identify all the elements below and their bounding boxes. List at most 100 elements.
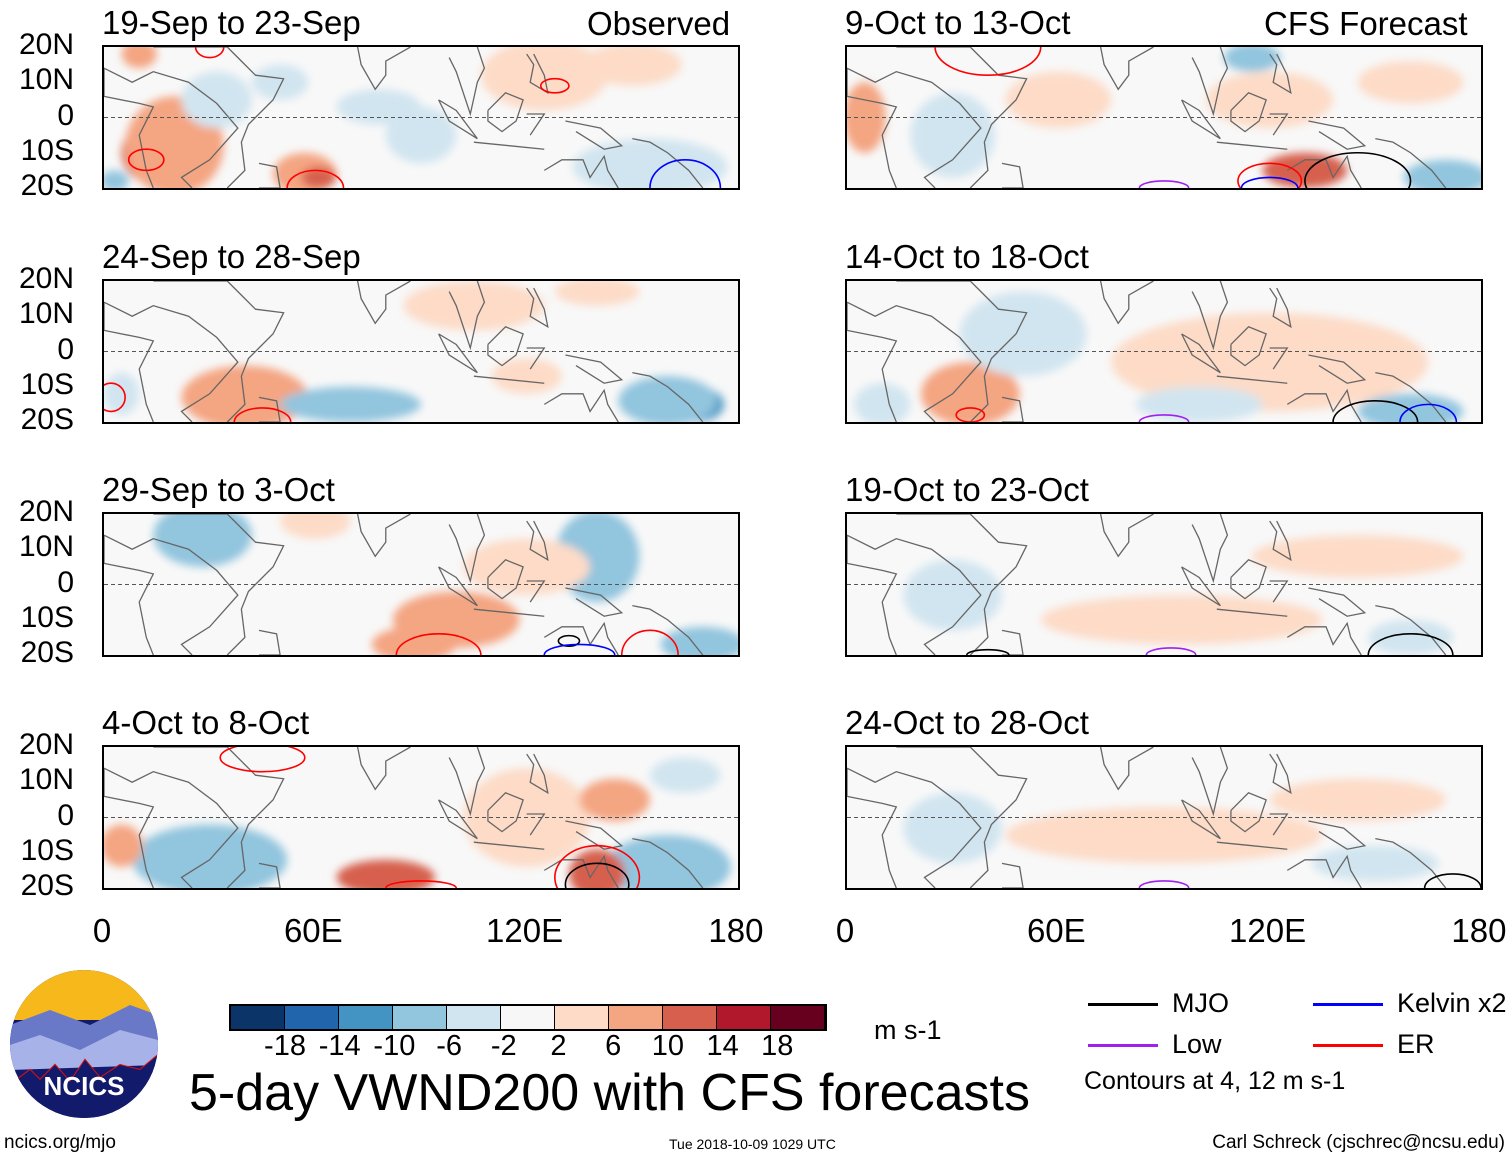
anomaly-shading	[104, 824, 143, 867]
coastline	[104, 302, 238, 422]
coastline	[474, 376, 544, 383]
anomaly-shading	[181, 365, 309, 422]
coastline	[1101, 747, 1154, 789]
coastline	[847, 68, 896, 188]
y-tick-label: 20S	[20, 636, 74, 669]
wave-contour	[396, 634, 481, 655]
coastline	[1101, 514, 1154, 556]
colorbar-swatch	[339, 1006, 393, 1029]
coastline	[488, 327, 523, 366]
coastline	[1192, 747, 1227, 814]
y-tick-label: 0	[57, 98, 74, 132]
coastline	[1231, 327, 1266, 366]
legend-line-er	[1313, 1044, 1383, 1047]
anomaly-shading	[649, 757, 721, 793]
colorbar-swatch	[663, 1006, 717, 1029]
anomaly-shading	[181, 71, 252, 129]
colorbar-swatch	[555, 1006, 609, 1029]
y-tick-label: 20N	[18, 28, 74, 61]
y-tick-label: 10S	[20, 367, 74, 401]
anomaly-shading	[463, 538, 591, 596]
coastline	[449, 514, 484, 581]
coastline	[1375, 139, 1445, 188]
coastline	[1182, 334, 1221, 373]
wave-contour	[935, 47, 1041, 75]
coastline	[1270, 348, 1288, 369]
coastline	[449, 281, 484, 348]
y-tick-label: 10N	[18, 297, 74, 331]
coastline	[153, 47, 283, 188]
coastline	[1270, 814, 1288, 835]
coastline	[439, 100, 478, 139]
contour-note: Contours at 4, 12 m s-1	[1084, 1067, 1346, 1095]
wave-contour	[1333, 401, 1418, 422]
anomaly-shading	[1252, 535, 1464, 578]
colorbar-swatch	[447, 1006, 501, 1029]
coastline	[1287, 856, 1361, 888]
wave-contour	[220, 747, 305, 772]
colorbar-swatch	[717, 1006, 771, 1029]
figure-title: 5-day VWND200 with CFS forecasts	[189, 1064, 1030, 1122]
anomaly-shading	[920, 362, 1020, 422]
anomaly-shading	[1311, 845, 1439, 881]
colorbar-units: m s-1	[874, 1015, 942, 1045]
panel-title: 19-Sep to 23-Sep	[102, 4, 361, 41]
coastline	[104, 68, 238, 188]
map-panel	[102, 45, 740, 190]
coastline	[439, 334, 478, 373]
footer-author: Carl Schreck (cjschrec@ncsu.edu)	[1212, 1132, 1505, 1153]
anomaly-shading	[336, 859, 436, 888]
coastline	[527, 754, 548, 793]
x-tick-label: 180	[708, 912, 764, 949]
x-tick-label: 60E	[1026, 912, 1086, 949]
coastline	[847, 68, 981, 188]
y-tick-label: 0	[57, 798, 74, 832]
wave-contour	[1425, 874, 1481, 888]
coastline	[544, 390, 618, 422]
wave-contour	[1305, 153, 1411, 188]
colorbar-label: 6	[605, 1030, 622, 1062]
wave-contour	[287, 170, 343, 188]
anomaly-shading	[491, 358, 562, 394]
anomaly-shading	[280, 514, 351, 539]
colorbar-label: -14	[318, 1030, 361, 1062]
colorbar-label: -2	[490, 1030, 517, 1062]
anomaly-shading	[104, 170, 129, 188]
wave-contour	[1146, 648, 1195, 655]
coastline	[527, 581, 545, 602]
y-tick-label: 20S	[20, 869, 74, 902]
map-panel	[102, 512, 740, 657]
anomaly-shading	[132, 824, 288, 888]
coastline	[1101, 281, 1154, 323]
coastline	[259, 163, 280, 188]
coastline	[1182, 100, 1221, 139]
coastline	[1002, 863, 1023, 888]
y-tick-label: 10S	[20, 600, 74, 634]
coastline	[488, 793, 523, 832]
coastline	[1270, 581, 1288, 602]
coastline	[259, 397, 280, 422]
coastline	[153, 281, 283, 422]
colorbar-swatch	[609, 1006, 663, 1029]
legend-label: Kelvin x2	[1397, 988, 1507, 1018]
coastline	[632, 839, 702, 888]
coastline	[527, 348, 545, 369]
coastline	[527, 814, 545, 835]
anomaly-shading	[1135, 386, 1263, 422]
y-tick-label: 10S	[20, 833, 74, 867]
coastline	[358, 747, 411, 789]
coastline	[1308, 121, 1364, 149]
coastline	[1287, 156, 1361, 188]
map-panel	[845, 279, 1483, 424]
x-tick-label: 0	[92, 912, 112, 949]
forecast-label: CFS Forecast	[1264, 5, 1468, 42]
colorbar-label: -18	[264, 1030, 306, 1062]
coastline	[1308, 355, 1364, 383]
coastline	[544, 623, 618, 655]
colorbar-swatch	[285, 1006, 339, 1029]
x-tick-label: 0	[835, 912, 855, 949]
x-tick-label: 60E	[283, 912, 343, 949]
coastline	[104, 768, 153, 888]
anomaly-shading	[618, 376, 717, 422]
anomaly-shading	[910, 92, 995, 178]
